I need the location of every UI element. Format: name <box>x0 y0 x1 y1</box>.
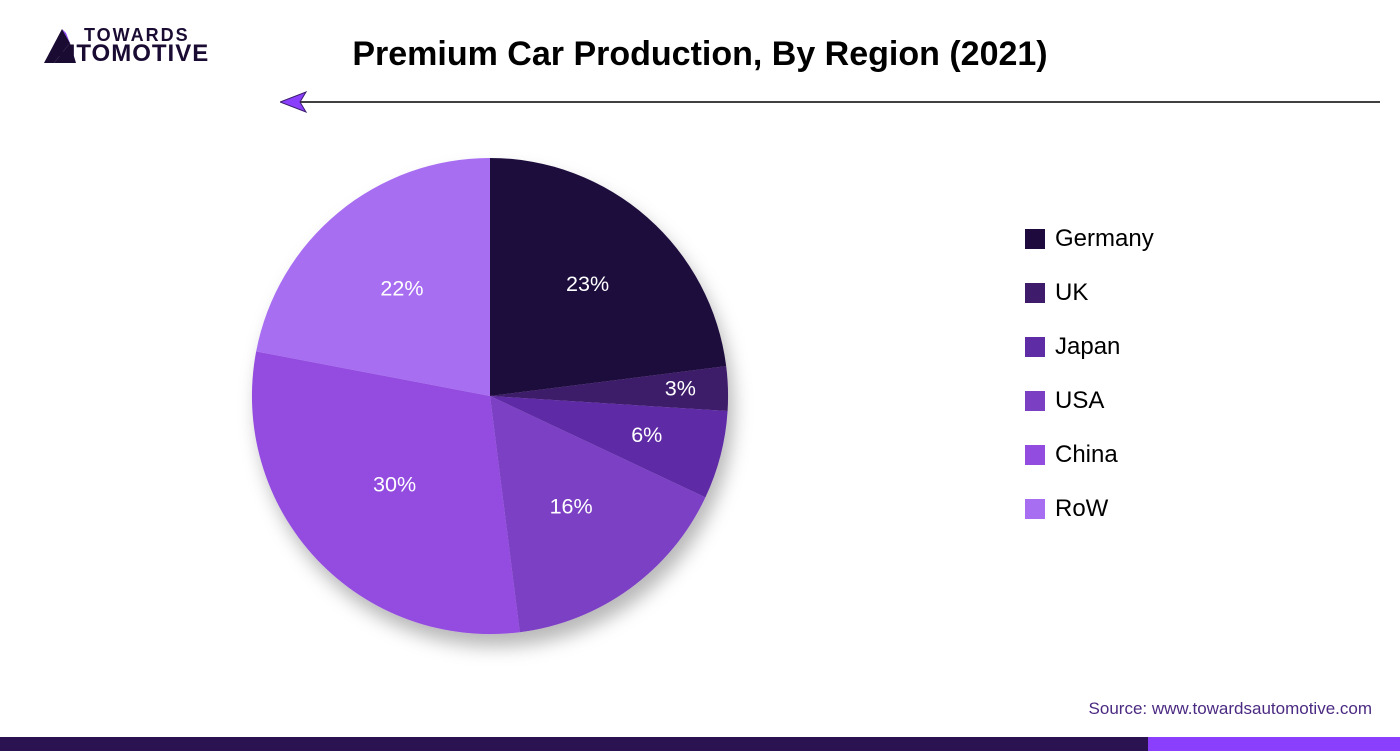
legend-label: USA <box>1055 387 1104 415</box>
legend: Germany UK Japan USA China RoW <box>1025 225 1154 523</box>
pie-slice-label-row: 22% <box>380 275 423 300</box>
legend-item-row: RoW <box>1025 495 1154 523</box>
legend-swatch <box>1025 283 1045 303</box>
pie-slice-label-germany: 23% <box>566 271 609 296</box>
infographic-root: { "logo": { "line1": "TOWARDS", "line2":… <box>0 0 1400 751</box>
pie-slice-label-usa: 16% <box>550 493 593 518</box>
legend-swatch <box>1025 229 1045 249</box>
legend-item-uk: UK <box>1025 279 1154 307</box>
legend-label: Japan <box>1055 333 1120 361</box>
source-line: Source: www.towardsautomotive.com <box>1089 699 1372 719</box>
pie-svg: 23% 3%6% 16% 30% 22% <box>225 140 755 670</box>
chart-title: Premium Car Production, By Region (2021) <box>0 35 1400 74</box>
legend-label: RoW <box>1055 495 1108 523</box>
legend-item-china: China <box>1025 441 1154 469</box>
source-text: www.towardsautomotive.com <box>1152 699 1372 718</box>
pie-slice-label-uk: 3% <box>665 376 696 401</box>
legend-item-germany: Germany <box>1025 225 1154 253</box>
footer-bar <box>0 737 1400 751</box>
legend-swatch <box>1025 445 1045 465</box>
pie-slice-label-japan: 6% <box>631 422 662 447</box>
legend-swatch <box>1025 337 1045 357</box>
legend-swatch <box>1025 499 1045 519</box>
legend-label: UK <box>1055 279 1088 307</box>
source-prefix: Source: <box>1089 699 1152 718</box>
legend-item-usa: USA <box>1025 387 1154 415</box>
legend-label: China <box>1055 441 1118 469</box>
legend-swatch <box>1025 391 1045 411</box>
legend-label: Germany <box>1055 225 1154 253</box>
arrow-divider <box>280 90 1380 114</box>
legend-item-japan: Japan <box>1025 333 1154 361</box>
pie-chart: 23% 3%6% 16% 30% 22% <box>225 140 755 670</box>
pie-slice-label-china: 30% <box>373 471 416 496</box>
